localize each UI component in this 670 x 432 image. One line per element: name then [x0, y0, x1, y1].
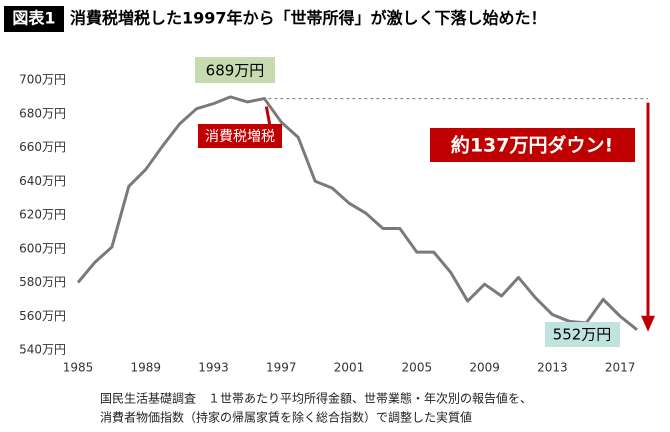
last-label: 552万円 [553, 326, 612, 344]
tax-label: 消費税増税 [205, 129, 275, 145]
x-tick-label: 1997 [266, 361, 297, 375]
note: 消費者物価指数（持家の帰属家賃を除く総合指数）で調整した実質値 [100, 410, 472, 425]
tax-arrow [264, 106, 272, 127]
y-tick-label: 540万円 [19, 343, 66, 357]
tax-box [198, 124, 282, 148]
x-tick-label: 1985 [63, 361, 94, 375]
y-tick-label: 580万円 [19, 275, 66, 289]
peak-box [195, 57, 275, 83]
label-box [4, 6, 64, 32]
x-tick-label: 1993 [198, 361, 229, 375]
x-tick-label: 1989 [130, 361, 161, 375]
x-tick-label: 2005 [402, 361, 433, 375]
note: 国民生活基礎調査 １世帯あたり平均所得金額、世帯業態・年次別の報告値を、 [100, 391, 532, 406]
line [76, 95, 638, 331]
x-tick-label: 2013 [537, 361, 568, 375]
drop-arrowhead [641, 315, 655, 332]
y-tick-label: 640万円 [19, 174, 66, 188]
x-tick-label: 2017 [605, 361, 636, 375]
drop-label: 約137万円ダウン! [451, 134, 613, 157]
y-tick-label: 560万円 [19, 309, 66, 323]
x-tick-label: 2009 [469, 361, 500, 375]
x-tick-label: 2001 [334, 361, 365, 375]
drop-box [430, 128, 635, 162]
peak-label: 689万円 [206, 62, 265, 80]
chart-label: 図表1 [12, 9, 55, 28]
chart-title: 消費税増税した1997年から「世帯所得」が激しく下落し始めた！ [70, 9, 547, 28]
y-tick-label: 680万円 [19, 106, 66, 120]
y-tick-label: 620万円 [19, 208, 66, 222]
y-tick-label: 660万円 [19, 140, 66, 154]
last-box [545, 322, 620, 347]
y-tick-label: 600万円 [19, 241, 66, 255]
y-tick-label: 700万円 [19, 73, 66, 87]
